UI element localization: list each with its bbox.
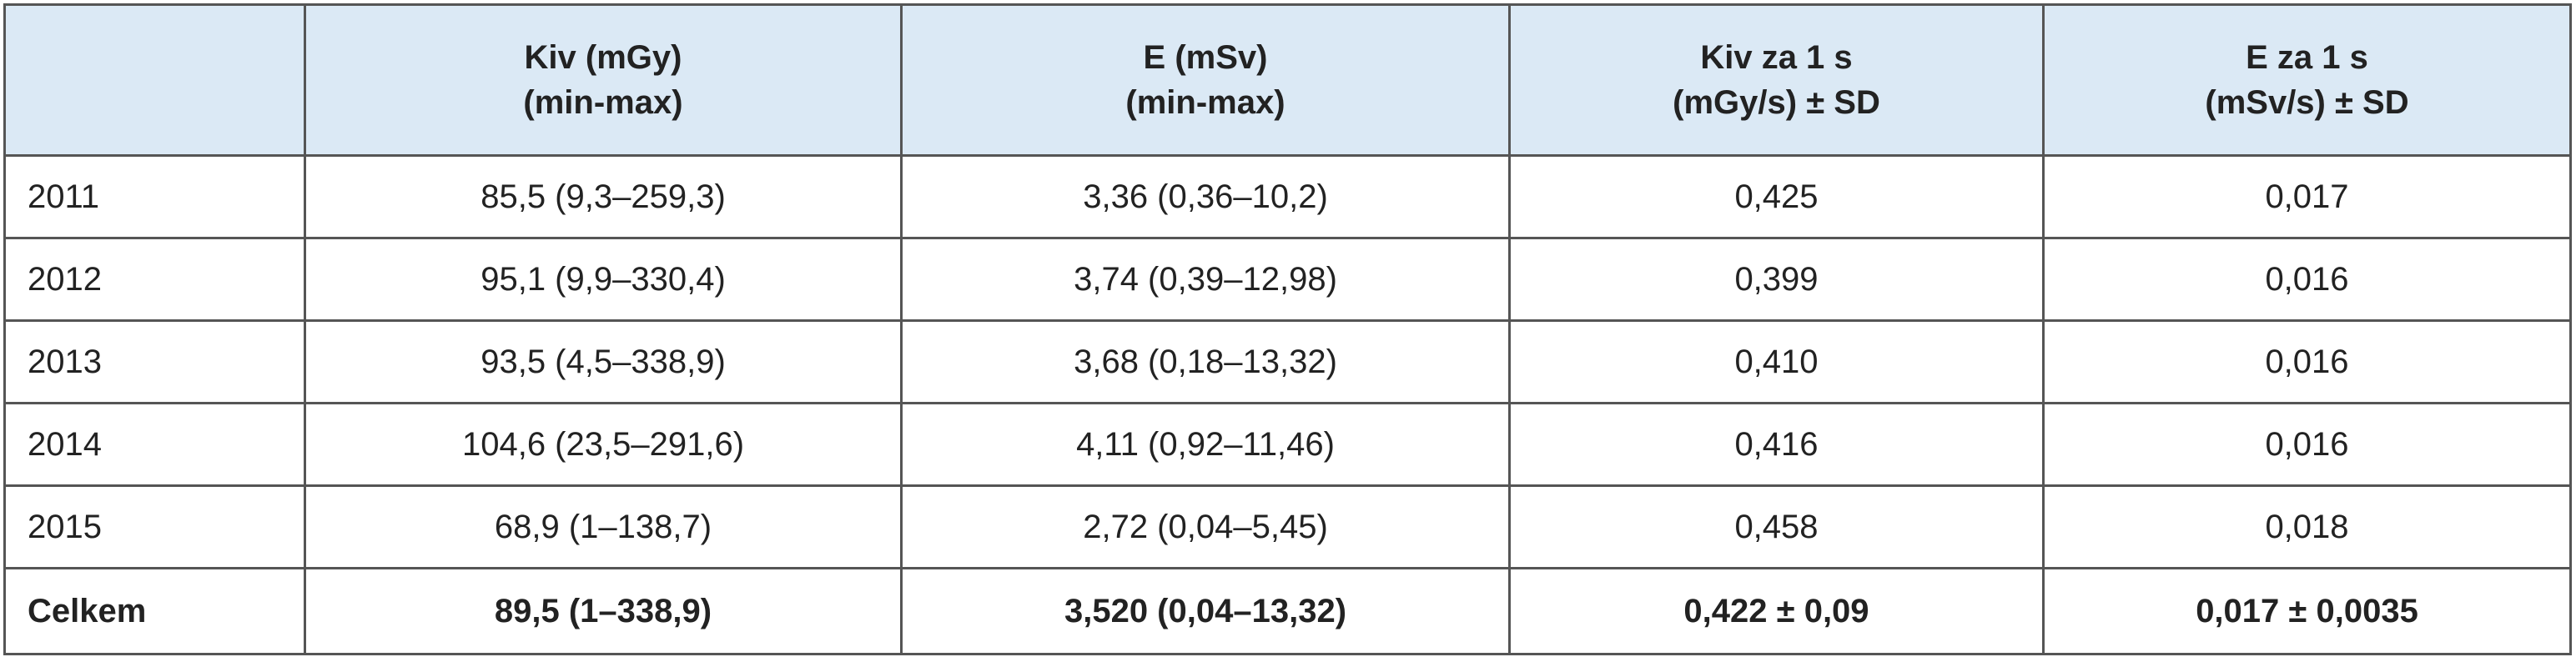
header-cell: E (mSv) (min-max) [900,3,1511,157]
table-cell: 0,399 [1508,237,2045,322]
table-cell: 2,72 (0,04–5,45) [900,484,1511,569]
table-cell: 0,425 [1508,154,2045,239]
header-line: Kiv za 1 s [1700,39,1853,76]
table-cell: 0,017 [2042,154,2572,239]
table-cell: 95,1 (9,9–330,4) [304,237,903,322]
table-cell: 2012 [3,237,306,322]
table-cell: 2015 [3,484,306,569]
header-row: Kiv (mGy) (min-max) E (mSv) (min-max) Kiv za… [3,3,2572,157]
header-line: (mSv/s) ± SD [2205,84,2409,121]
data-table: Kiv (mGy) (min-max) E (mSv) (min-max) Kiv za… [3,3,2572,655]
data-row: 2011 85,5 (9,3–259,3) 3,36 (0,36–10,2) 0,42… [3,154,2572,239]
header-cell [3,3,306,157]
header-line: Kiv (mGy) [524,39,682,76]
table-cell: 2011 [3,154,306,239]
header-line: E za 1 s [2246,39,2368,76]
table-cell: 0,422 ± 0,09 [1508,567,2045,655]
table-cell: 3,68 (0,18–13,32) [900,319,1511,404]
table-cell: 2014 [3,402,306,487]
table-cell: 4,11 (0,92–11,46) [900,402,1511,487]
table-cell: 0,016 [2042,319,2572,404]
header-cell: Kiv (mGy) (min-max) [304,3,903,157]
header-cell: Kiv za 1 s (mGy/s) ± SD [1508,3,2045,157]
data-row: 2013 93,5 (4,5–338,9) 3,68 (0,18–13,32) 0,4… [3,319,2572,404]
table-cell: 0,416 [1508,402,2045,487]
table-cell: 3,74 (0,39–12,98) [900,237,1511,322]
table-cell: 3,36 (0,36–10,2) [900,154,1511,239]
table-cell: 104,6 (23,5–291,6) [304,402,903,487]
data-row: 2012 95,1 (9,9–330,4) 3,74 (0,39–12,98) 0,3… [3,237,2572,322]
table-cell: 85,5 (9,3–259,3) [304,154,903,239]
table-cell: 93,5 (4,5–338,9) [304,319,903,404]
table-cell: 0,458 [1508,484,2045,569]
table-cell: 0,410 [1508,319,2045,404]
table-cell: 0,016 [2042,402,2572,487]
table-cell: 0,018 [2042,484,2572,569]
table-cell: 2013 [3,319,306,404]
header-line: (mGy/s) ± SD [1673,84,1880,121]
header-line: (min-max) [1125,84,1285,121]
data-row: 2015 68,9 (1–138,7) 2,72 (0,04–5,45) 0,458 0… [3,484,2572,569]
table-cell: 68,9 (1–138,7) [304,484,903,569]
total-row: Celkem 89,5 (1–338,9) 3,520 (0,04–13,32) 0,… [3,567,2572,655]
data-row: 2014 104,6 (23,5–291,6) 4,11 (0,92–11,46) 0… [3,402,2572,487]
table-cell: Celkem [3,567,306,655]
table-body: 2011 85,5 (9,3–259,3) 3,36 (0,36–10,2) 0,42… [3,154,2572,655]
table-cell: 3,520 (0,04–13,32) [900,567,1511,655]
header-line: (min-max) [523,84,683,121]
table-cell: 0,017 ± 0,0035 [2042,567,2572,655]
table-cell: 0,016 [2042,237,2572,322]
header-line: E (mSv) [1143,39,1268,76]
table-cell: 89,5 (1–338,9) [304,567,903,655]
header-cell: E za 1 s (mSv/s) ± SD [2042,3,2572,157]
